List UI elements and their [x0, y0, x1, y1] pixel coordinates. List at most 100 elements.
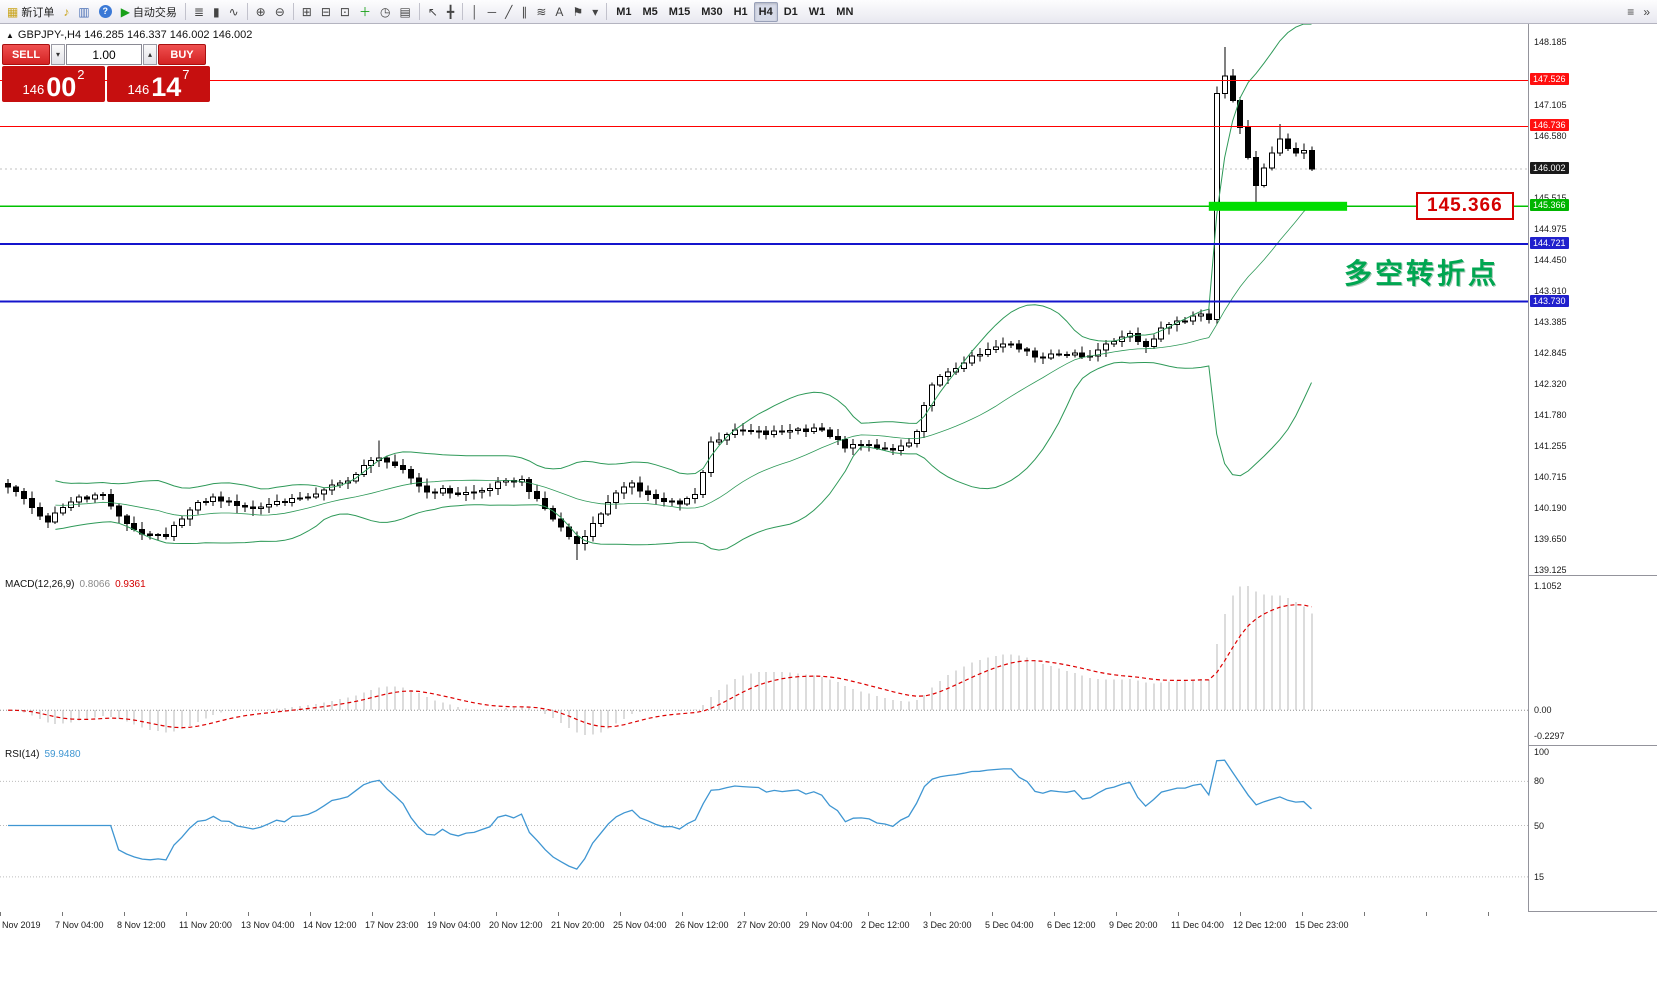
- tf-m5-label: M5: [642, 5, 658, 18]
- templates-icon-glyph: ▤: [399, 4, 411, 19]
- candlestick-chart-icon[interactable]: ▮: [209, 2, 224, 22]
- crosshair-icon[interactable]: ╋: [443, 2, 458, 22]
- toolbar-separator: [184, 3, 186, 20]
- tf-w1[interactable]: W1: [804, 2, 831, 22]
- rsi-plot[interactable]: [0, 746, 1528, 912]
- tf-mn[interactable]: MN: [831, 2, 858, 22]
- channel-icon[interactable]: ∥: [517, 2, 531, 22]
- sell-button[interactable]: SELL: [2, 44, 50, 65]
- market-watch-icon[interactable]: ▥: [74, 2, 93, 22]
- tf-h1[interactable]: H1: [729, 2, 753, 22]
- tf-d1[interactable]: D1: [779, 2, 803, 22]
- tf-m30[interactable]: M30: [696, 2, 727, 22]
- sell-price-digits: 00: [46, 72, 77, 103]
- rsi-label: RSI(14) 59.9480: [5, 749, 81, 760]
- macd-plot[interactable]: [0, 576, 1528, 746]
- alert-horn-icon[interactable]: ♪: [59, 2, 73, 22]
- line-chart-icon[interactable]: ∿: [225, 2, 243, 22]
- rsi-scale[interactable]: 100 80 50 15: [1528, 746, 1657, 911]
- line-chart-icon-glyph: ∿: [228, 4, 239, 19]
- tf-h4[interactable]: H4: [753, 1, 778, 22]
- time-label: 20 Nov 12:00: [489, 920, 543, 930]
- vertical-line-icon[interactable]: │: [467, 2, 483, 22]
- toolbar-separator: [418, 3, 420, 20]
- main-chart-plot[interactable]: [0, 24, 1528, 576]
- buy-button[interactable]: BUY: [158, 44, 206, 65]
- price-level-tag: 145.366: [1530, 199, 1569, 212]
- horizontal-line-icon[interactable]: ─: [484, 2, 501, 22]
- fibonacci-icon-glyph: ≋: [536, 4, 547, 19]
- rsi-tick: 80: [1534, 776, 1545, 787]
- support-price-label[interactable]: 145.366: [1416, 192, 1514, 220]
- time-label: 13 Nov 04:00: [241, 920, 295, 930]
- candlestick-chart-icon-glyph: ▮: [212, 4, 220, 19]
- price-tick: 146.580: [1534, 130, 1567, 141]
- buy-price-button[interactable]: 146 14 7: [107, 66, 210, 102]
- macd-tick: -0.2297: [1534, 731, 1565, 741]
- macd-scale[interactable]: 1.1052 0.00 -0.2297: [1528, 576, 1657, 745]
- volume-increase-button[interactable]: ▴: [143, 44, 157, 65]
- add-indicator-button[interactable]: ＋: [355, 2, 375, 22]
- time-label: 29 Nov 04:00: [799, 920, 853, 930]
- time-axis[interactable]: Nov 2019 7 Nov 04:00 8 Nov 12:00 11 Nov 20:…: [0, 912, 1657, 938]
- zoom-out-icon[interactable]: ⊖: [271, 2, 289, 22]
- time-label: 6 Dec 12:00: [1047, 920, 1096, 930]
- tf-h1-label: H1: [733, 5, 748, 18]
- price-scale[interactable]: 148.185 147.105 146.580 145.515 144.975 144.4…: [1528, 24, 1657, 575]
- label-flag-icon[interactable]: ⚑: [568, 2, 587, 22]
- tf-m15[interactable]: M15: [664, 2, 695, 22]
- new-order-button[interactable]: ▦ 新订单: [3, 2, 58, 22]
- price-level-tag: 146.002: [1530, 162, 1569, 175]
- time-label: 19 Nov 04:00: [427, 920, 481, 930]
- time-label: 12 Dec 12:00: [1233, 920, 1287, 930]
- price-chart-panel: 148.185 147.105 146.580 145.515 144.975 144.4…: [0, 24, 1657, 576]
- price-tick: 143.910: [1534, 286, 1567, 297]
- time-label: Nov 2019: [2, 920, 41, 930]
- macd-tick: 0.00: [1534, 705, 1552, 716]
- cascade-windows-icon[interactable]: ⊟: [317, 2, 335, 22]
- price-tick: 139.125: [1534, 565, 1567, 575]
- toolbar-overflow-icon[interactable]: »: [1639, 2, 1654, 22]
- price-tick: 142.320: [1534, 378, 1567, 389]
- time-label: 27 Nov 20:00: [737, 920, 791, 930]
- print-icon[interactable]: ≡: [1623, 2, 1638, 22]
- rsi-tick: 100: [1534, 747, 1550, 757]
- toolbar-separator: [462, 3, 464, 20]
- buy-price-digits: 14: [151, 72, 182, 103]
- price-tick: 141.255: [1534, 440, 1567, 451]
- zoom-out-icon-glyph: ⊖: [274, 4, 285, 19]
- fibonacci-icon[interactable]: ≋: [532, 2, 550, 22]
- help-icon[interactable]: ?: [95, 2, 116, 22]
- time-label: 7 Nov 04:00: [55, 920, 104, 930]
- trendline-icon[interactable]: ╱: [501, 2, 516, 22]
- horizontal-line-icon-glyph: ─: [487, 4, 497, 19]
- templates-icon[interactable]: ▤: [395, 2, 414, 22]
- bar-chart-icon[interactable]: ≣: [190, 2, 208, 22]
- volume-input[interactable]: [66, 44, 142, 65]
- arrange-windows-icon[interactable]: ⊡: [336, 2, 354, 22]
- tf-m5[interactable]: M5: [638, 2, 663, 22]
- buy-price-prefix: 146: [127, 81, 150, 97]
- toolbar-separator: [246, 3, 248, 20]
- help-icon-glyph: ?: [98, 5, 112, 18]
- turning-point-annotation[interactable]: 多空转折点: [1344, 258, 1500, 289]
- chart-symbol-ohlc: GBPJPY-,H4 146.285 146.337 146.002 146.0…: [17, 29, 253, 41]
- tf-w1-label: W1: [808, 5, 826, 18]
- main-toolbar: ▦ 新订单 ♪ ▥? ▶ 自动交易 ≣ ▮ ∿ ⊕ ⊖ ⊞ ⊟ ⊡ ＋ ◷ ▤ ↖ ╋ │ ─ ╱ ∥ ≋ A ⚑ ▾ M1 M5 M15…: [0, 0, 1657, 24]
- cursor-icon[interactable]: ↖: [424, 2, 442, 22]
- chart-symbol-header: ▲ GBPJPY-,H4 146.285 146.337 146.002 146…: [6, 29, 252, 41]
- window-bottom-area: [0, 938, 1657, 988]
- sell-price-button[interactable]: 146 00 2: [2, 66, 105, 102]
- text-icon[interactable]: A: [551, 2, 567, 22]
- tile-windows-icon[interactable]: ⊞: [298, 2, 316, 22]
- objects-dropdown-icon[interactable]: ▾: [588, 2, 602, 22]
- alert-horn-icon-glyph: ♪: [63, 4, 70, 19]
- price-tick: 144.975: [1534, 224, 1567, 235]
- period-clock-icon[interactable]: ◷: [376, 2, 394, 22]
- price-tick: 143.385: [1534, 316, 1567, 327]
- zoom-in-icon[interactable]: ⊕: [252, 2, 270, 22]
- volume-decrease-button[interactable]: ▾: [51, 44, 65, 65]
- tf-m1[interactable]: M1: [611, 2, 636, 22]
- autotrading-button[interactable]: ▶ 自动交易: [117, 2, 181, 22]
- label-flag-icon-glyph: ⚑: [572, 4, 584, 19]
